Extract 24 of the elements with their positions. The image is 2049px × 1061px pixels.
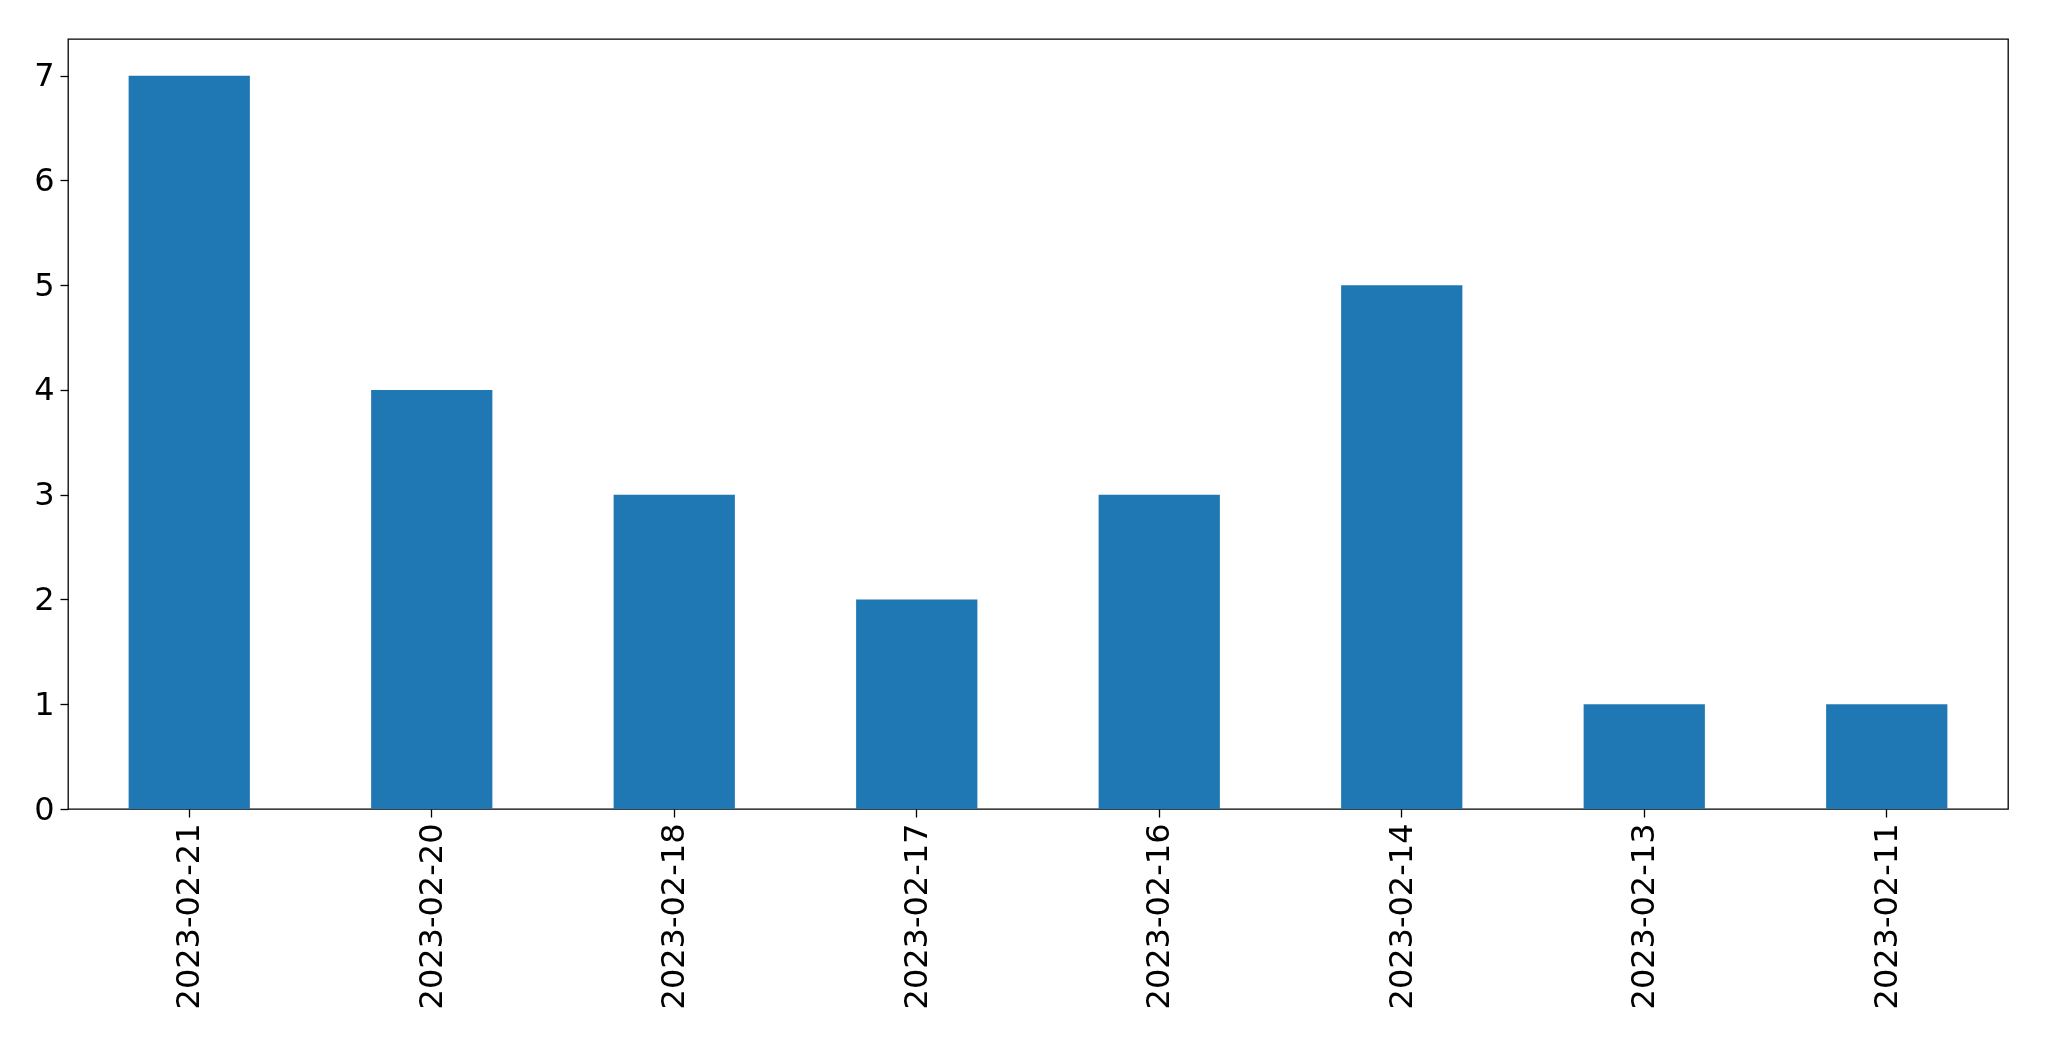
- bar: [371, 389, 493, 809]
- y-tick-label: 1: [34, 684, 55, 723]
- bar: [1341, 285, 1463, 809]
- x-tick-label: 2023-02-13: [1624, 823, 1663, 1010]
- y-tick-label: 6: [34, 160, 55, 199]
- y-tick-label: 7: [34, 56, 55, 95]
- bar: [1583, 704, 1705, 809]
- x-tick-label: 2023-02-18: [654, 823, 693, 1010]
- x-tick-label: 2023-02-11: [1866, 823, 1905, 1010]
- y-tick-label: 4: [34, 370, 55, 409]
- y-tick-label: 0: [34, 789, 55, 828]
- y-tick-label: 5: [34, 265, 55, 304]
- x-tick-label: 2023-02-21: [169, 823, 208, 1010]
- bar: [128, 75, 250, 809]
- bar: [1826, 704, 1948, 809]
- bar: [1098, 494, 1220, 809]
- x-tick-label: 2023-02-20: [411, 823, 450, 1010]
- y-tick-label: 2: [34, 579, 55, 618]
- bar: [613, 494, 735, 809]
- x-tick-label: 2023-02-17: [896, 823, 935, 1010]
- x-tick-label: 2023-02-14: [1381, 823, 1420, 1010]
- x-tick-label: 2023-02-16: [1139, 823, 1178, 1010]
- y-tick-label: 3: [34, 475, 55, 514]
- bar: [856, 599, 978, 809]
